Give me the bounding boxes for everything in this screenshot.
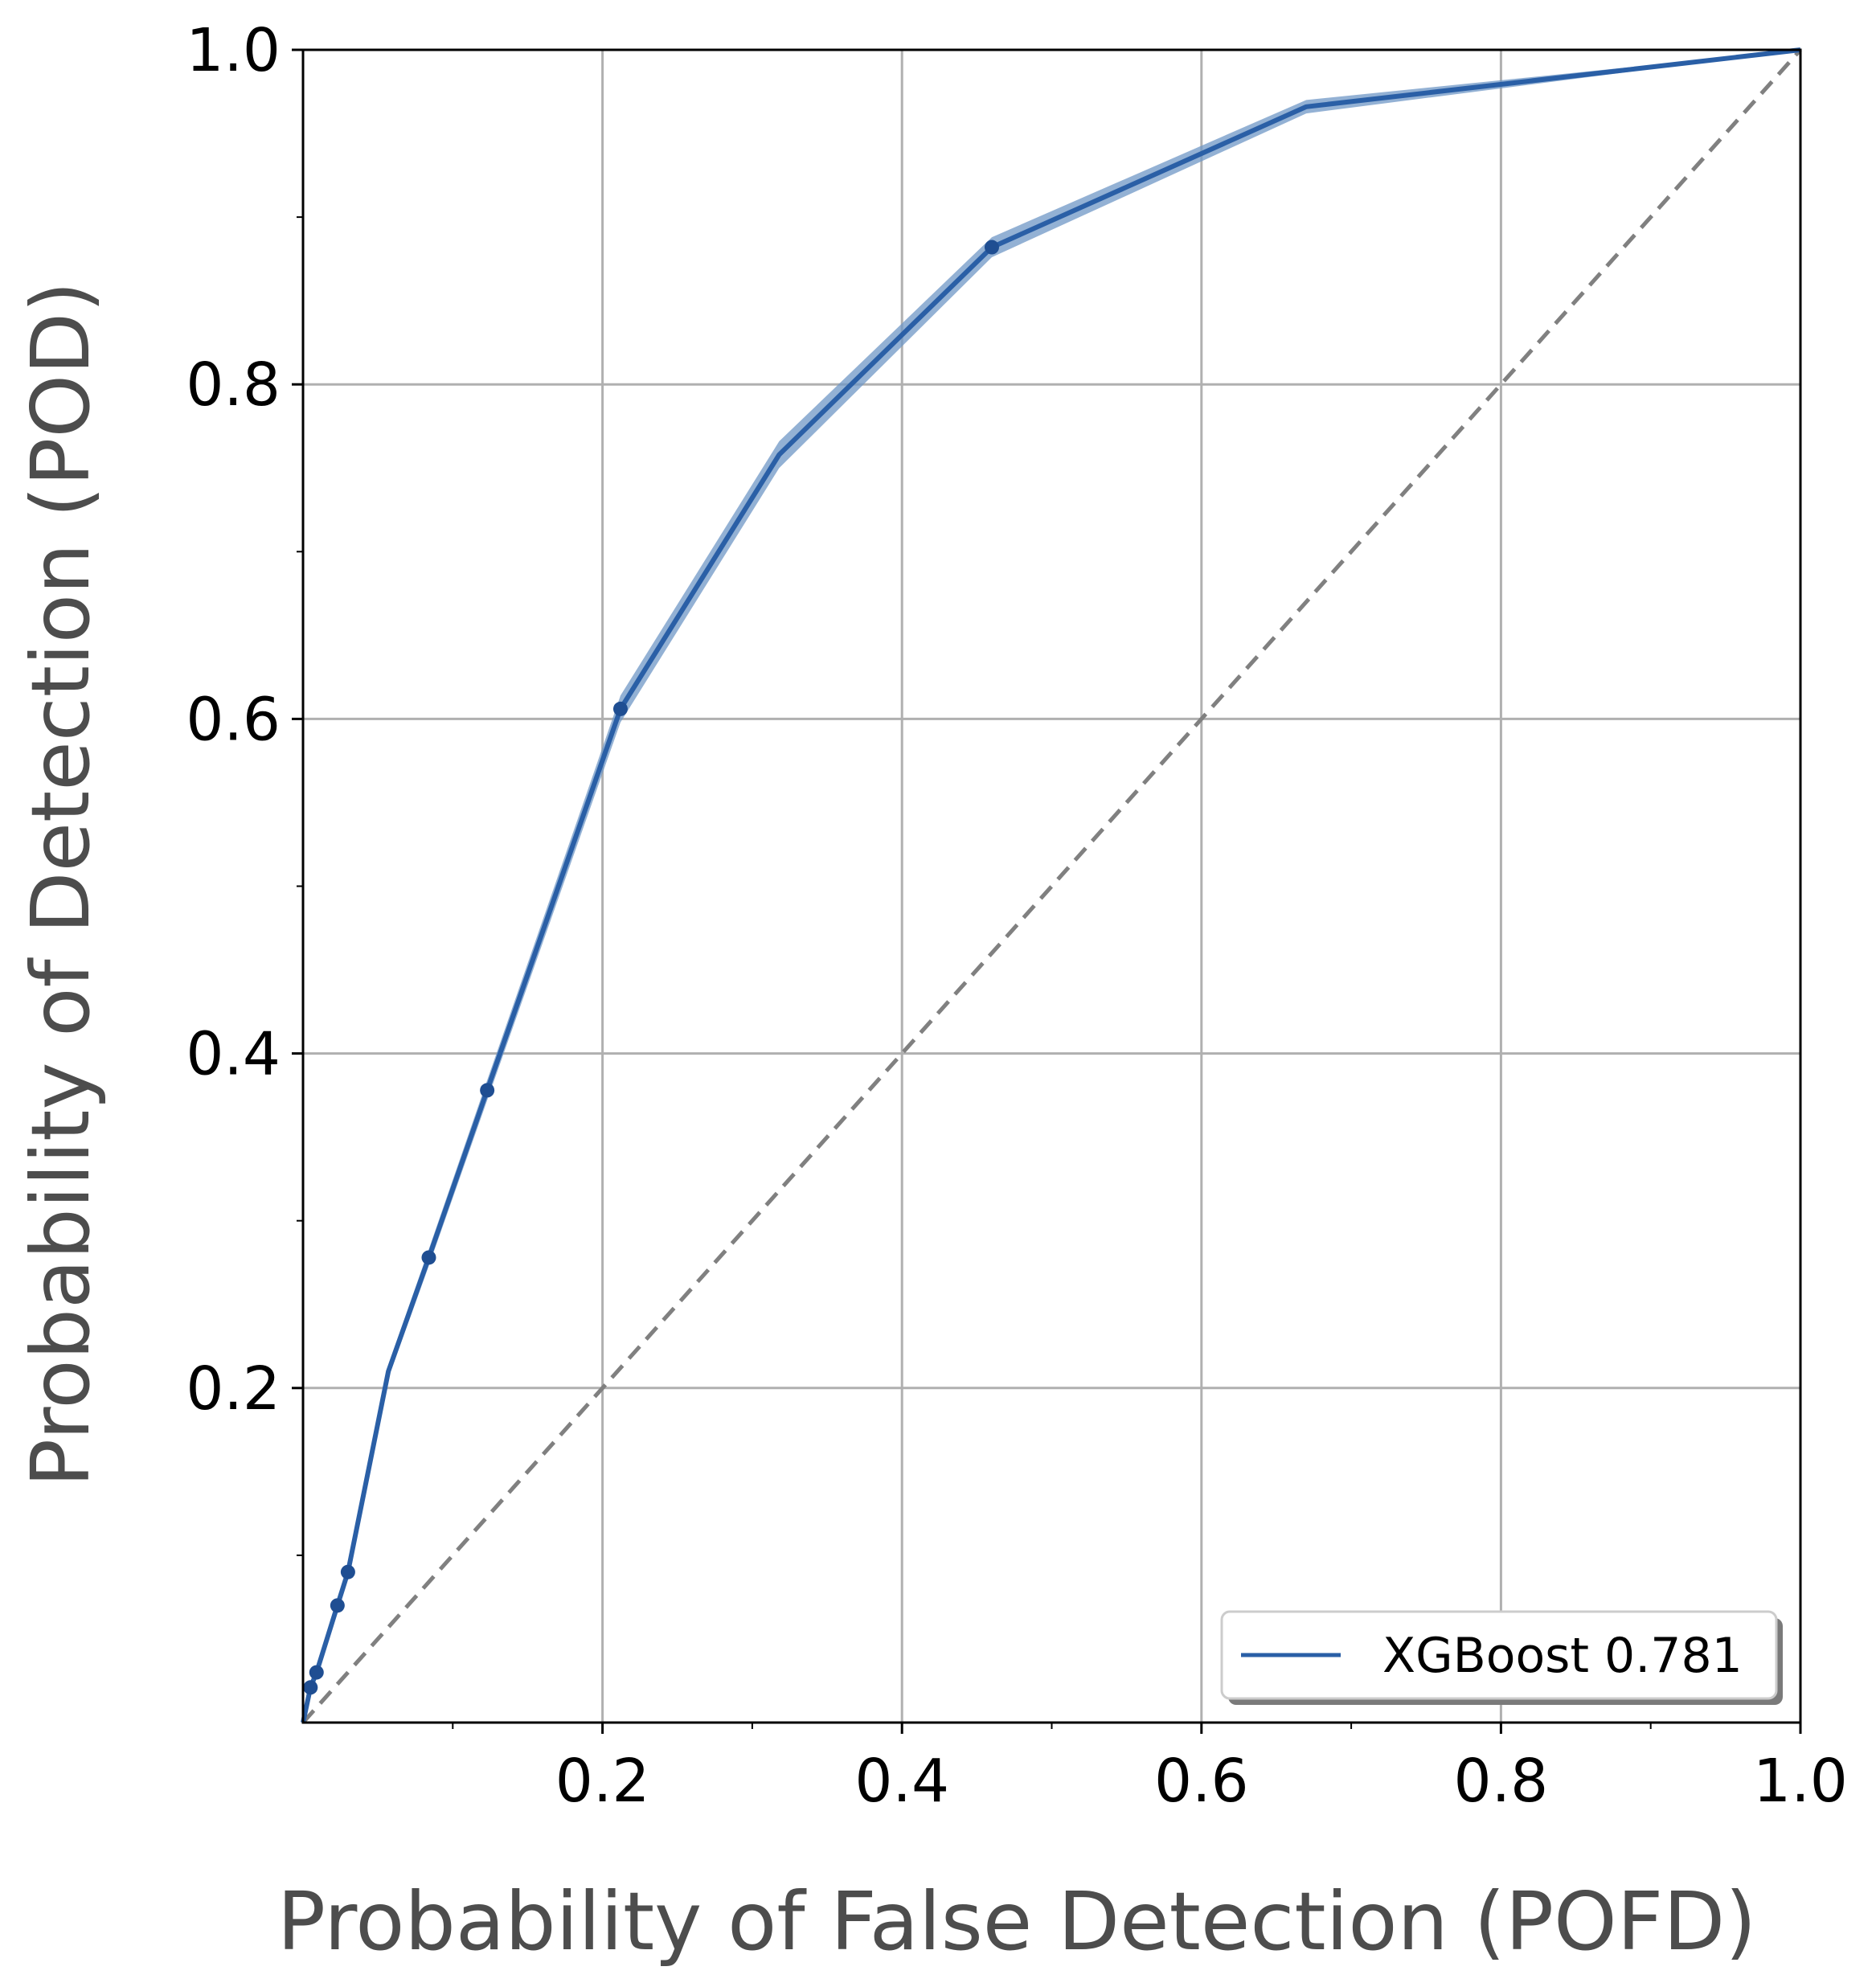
series-point-marker [421, 1250, 436, 1265]
series-point-marker [612, 701, 628, 716]
y-tick-label: 0.8 [186, 350, 281, 420]
x-tick-label: 0.4 [854, 1747, 949, 1816]
y-axis-title: Probability of Detection (POD) [14, 281, 108, 1487]
series-point-marker [984, 240, 999, 255]
y-tick-label: 1.0 [186, 16, 281, 85]
series-point-marker [309, 1665, 324, 1680]
x-tick-label: 0.8 [1454, 1747, 1549, 1816]
series-point-marker [330, 1598, 345, 1613]
y-tick-label: 0.4 [186, 1020, 281, 1089]
x-tick-label: 1.0 [1753, 1747, 1848, 1816]
legend-box [1220, 1610, 1778, 1700]
series-point-marker [303, 1680, 318, 1695]
series-layer [301, 47, 1801, 1723]
axis-ticks: 0.2 0.4 0.6 0.8 1.0 0.2 0.4 0.6 0.8 1.0 [186, 16, 1848, 1816]
legend-label: XGBoost 0.781 [1382, 1628, 1743, 1684]
x-axis-title: Probability of False Detection (POFD) [277, 1874, 1757, 1969]
series-point-marker [480, 1083, 495, 1098]
series-point-marker [340, 1564, 355, 1579]
y-tick-label: 0.2 [186, 1354, 281, 1424]
x-tick-label: 0.6 [1154, 1747, 1249, 1816]
reference-diagonal-line [301, 48, 1802, 1724]
reference-diagonal [301, 48, 1802, 1724]
y-tick-label: 0.6 [186, 685, 281, 754]
x-tick-label: 0.2 [555, 1747, 650, 1816]
legend: XGBoost 0.781 [1220, 1610, 1783, 1705]
